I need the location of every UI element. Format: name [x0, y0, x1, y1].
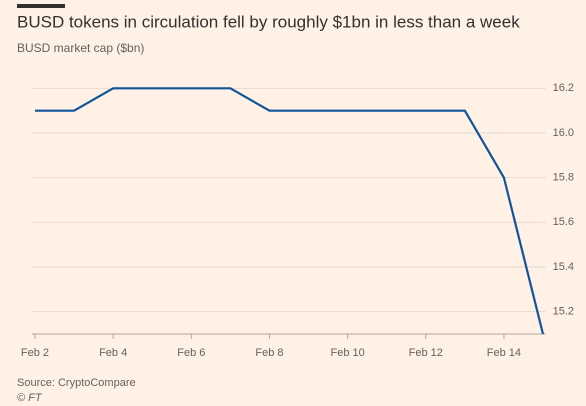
y-tick-label: 15.6: [553, 216, 574, 228]
title-bar: [17, 4, 65, 8]
x-tick-label: Feb 14: [487, 347, 521, 359]
x-tick-label: Feb 12: [409, 347, 443, 359]
x-tick-label: Feb 2: [21, 347, 49, 359]
x-tick-label: Feb 4: [99, 347, 127, 359]
y-tick-label: 15.4: [553, 261, 574, 273]
y-tick-label: 15.8: [553, 172, 574, 184]
x-tick-label: Feb 6: [177, 347, 205, 359]
chart-title: BUSD tokens in circulation fell by rough…: [17, 12, 520, 31]
x-tick-label: Feb 10: [330, 347, 364, 359]
y-tick-label: 15.2: [553, 306, 574, 318]
source: Source: CryptoCompare: [17, 377, 136, 389]
credit: © FT: [17, 392, 43, 404]
chart-subtitle: BUSD market cap ($bn): [17, 41, 144, 55]
y-tick-label: 16.2: [553, 82, 574, 94]
x-tick-label: Feb 8: [255, 347, 283, 359]
y-tick-label: 16.0: [553, 127, 574, 139]
line: [35, 87, 545, 335]
